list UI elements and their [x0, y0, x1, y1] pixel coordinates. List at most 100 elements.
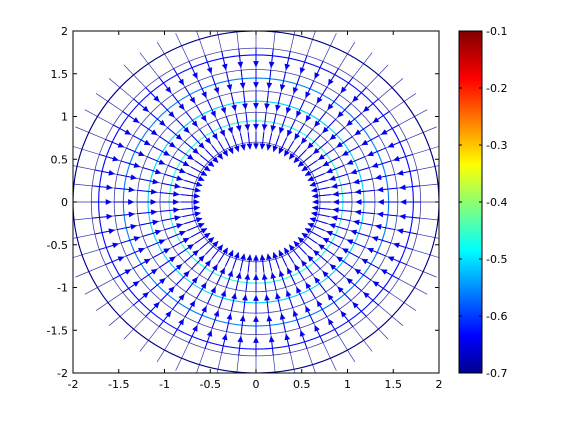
- vector-arrowhead: [235, 272, 242, 279]
- vector-arrowhead: [332, 190, 339, 197]
- vector-arrowhead: [206, 330, 213, 337]
- vector-arrowhead: [200, 114, 207, 122]
- vector-arrowhead: [192, 147, 199, 154]
- vector-arrowhead: [150, 199, 157, 205]
- vector-arrowhead: [336, 141, 344, 148]
- vector-arrowhead: [314, 120, 321, 127]
- vector-arrowhead: [158, 119, 166, 126]
- vector-arrowhead: [173, 190, 180, 197]
- colorbar-tick-label: -0.5: [486, 253, 507, 266]
- vector-arrowhead: [279, 270, 285, 278]
- vector-arrowhead: [227, 126, 233, 134]
- vector-arrowhead: [246, 254, 253, 261]
- colorbar-gradient: [458, 30, 483, 374]
- vector-arrowhead: [173, 207, 180, 214]
- vector-arrowhead: [207, 160, 215, 167]
- vector-arrowhead: [182, 237, 190, 244]
- vector-arrowhead: [264, 294, 270, 301]
- vector-arrowhead: [178, 78, 184, 86]
- vector-arrowhead: [197, 175, 205, 181]
- vector-arrowhead: [200, 282, 207, 290]
- vector-arrowhead: [307, 255, 314, 262]
- vector-arrowhead: [312, 199, 319, 205]
- vector-arrowhead: [266, 315, 273, 322]
- vector-arrowhead: [336, 256, 344, 263]
- vector-arrowhead: [301, 232, 309, 239]
- vector-arrowhead: [227, 270, 233, 278]
- vector-arrowhead: [305, 114, 312, 122]
- vector-arrowhead: [305, 91, 311, 99]
- vector-arrowhead: [318, 153, 325, 160]
- colorbar-tick-label: -0.6: [486, 310, 507, 323]
- vector-arrowhead: [253, 143, 259, 150]
- vector-arrowhead: [253, 103, 259, 110]
- vector-arrowhead: [210, 110, 216, 118]
- vector-arrowhead: [175, 264, 183, 271]
- vector-arrowhead: [200, 170, 208, 176]
- vector-arrowhead: [400, 199, 407, 205]
- y-tick-label: 2: [61, 25, 68, 38]
- vector-arrowhead: [305, 305, 311, 313]
- vector-arrowhead: [331, 215, 338, 221]
- vector-arrowhead: [106, 184, 113, 191]
- vector-arrowhead: [222, 247, 228, 255]
- vector-arrowhead: [311, 205, 319, 211]
- vector-arrowhead: [138, 150, 145, 157]
- vector-arrowhead: [142, 292, 149, 299]
- vector-arrowhead: [163, 248, 171, 254]
- vector-arrowhead: [355, 199, 362, 205]
- vector-arrowhead: [279, 84, 286, 91]
- vector-arrowhead: [293, 241, 300, 248]
- vector-arrowhead: [275, 292, 281, 300]
- vector-arrowhead: [375, 223, 382, 230]
- vector-arrowhead: [377, 186, 384, 193]
- vector-arrowhead: [130, 223, 137, 230]
- vector-arrowhead: [244, 124, 251, 131]
- vector-arrowhead: [213, 310, 220, 317]
- vector-arrowhead: [233, 145, 240, 153]
- vector-arrowhead: [341, 248, 349, 254]
- vector-arrowhead: [193, 205, 201, 211]
- vector-arrowhead: [327, 293, 334, 301]
- vector-arrowhead: [246, 143, 253, 150]
- vector-arrowhead: [350, 229, 358, 236]
- vector-arrowhead: [292, 87, 299, 94]
- vector-arrowhead: [264, 103, 270, 110]
- colorbar-tick-label: -0.7: [486, 367, 507, 380]
- vector-arrowhead: [193, 193, 201, 199]
- vector-arrowhead: [340, 310, 347, 318]
- vector-arrowhead: [293, 156, 300, 163]
- vector-arrowhead: [329, 175, 336, 181]
- vector-arrowhead: [296, 110, 302, 118]
- vector-arrowhead: [172, 199, 180, 205]
- vector-arrowhead: [340, 86, 347, 94]
- vector-arrowhead: [285, 290, 292, 297]
- vector-arrowhead: [316, 300, 323, 308]
- vector-arrowhead: [316, 96, 323, 104]
- vector-arrowhead: [174, 215, 181, 221]
- vector-arrowhead: [203, 232, 211, 239]
- vector-arrowhead: [329, 133, 337, 140]
- vector-arrowhead: [346, 119, 354, 126]
- vector-arrowhead: [266, 82, 273, 89]
- vector-arrowhead: [261, 273, 268, 280]
- vector-arrowhead: [367, 150, 374, 157]
- vector-arrowhead: [168, 141, 176, 148]
- vector-arrowhead: [396, 169, 404, 176]
- vector-arrowhead: [393, 242, 400, 249]
- vector-arrowhead: [244, 273, 251, 280]
- vector-arrowhead: [253, 294, 259, 301]
- vector-arrowhead: [178, 103, 185, 111]
- vector-arrowhead: [133, 162, 141, 168]
- vector-arrowhead: [346, 159, 354, 165]
- vector-arrowhead: [299, 67, 306, 74]
- vector-arrowhead: [294, 133, 301, 140]
- vector-arrowhead: [270, 272, 277, 279]
- vector-arrowhead: [350, 168, 358, 175]
- vector-arrowhead: [150, 188, 158, 195]
- vector-arrowhead: [253, 124, 259, 131]
- vector-arrowhead: [194, 187, 202, 193]
- x-tick-label: -1: [159, 378, 170, 391]
- vector-arrowhead: [191, 277, 198, 284]
- vector-arrowhead: [178, 318, 184, 326]
